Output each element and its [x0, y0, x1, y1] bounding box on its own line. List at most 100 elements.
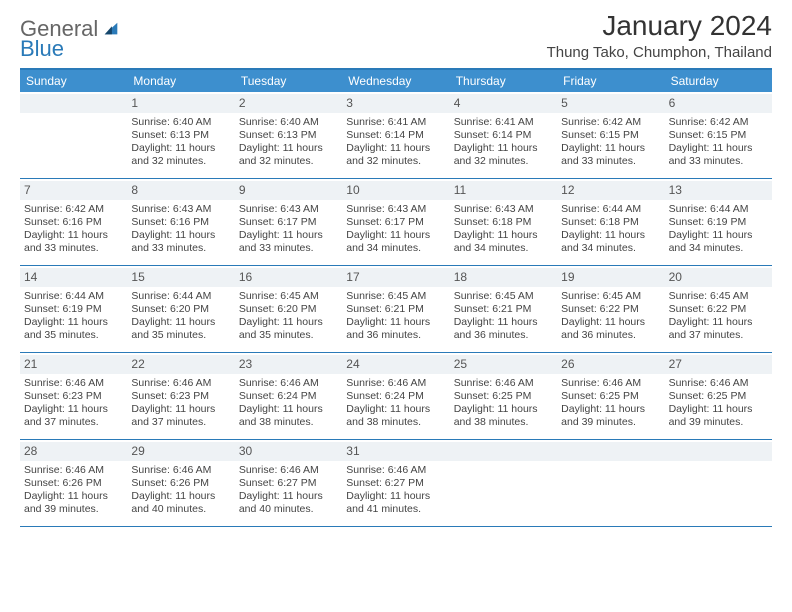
- sunrise-line: Sunrise: 6:44 AM: [131, 290, 230, 303]
- sunset-line: Sunset: 6:27 PM: [239, 477, 338, 490]
- day-number: 29: [127, 442, 234, 461]
- dow-wednesday: Wednesday: [342, 70, 449, 92]
- day-number: [20, 94, 127, 113]
- day-number: [557, 442, 664, 461]
- daylight-line: Daylight: 11 hours and 41 minutes.: [346, 490, 445, 516]
- day-number: 20: [665, 268, 772, 287]
- daylight-line: Daylight: 11 hours and 34 minutes.: [561, 229, 660, 255]
- sunrise-line: Sunrise: 6:44 AM: [561, 203, 660, 216]
- dow-sunday: Sunday: [20, 70, 127, 92]
- day-number: 23: [235, 355, 342, 374]
- sunrise-line: Sunrise: 6:46 AM: [131, 377, 230, 390]
- day-number: 7: [20, 181, 127, 200]
- day-cell: 27Sunrise: 6:46 AMSunset: 6:25 PMDayligh…: [665, 353, 772, 439]
- sunset-line: Sunset: 6:15 PM: [561, 129, 660, 142]
- sunset-line: Sunset: 6:16 PM: [131, 216, 230, 229]
- dow-monday: Monday: [127, 70, 234, 92]
- sunrise-line: Sunrise: 6:46 AM: [346, 377, 445, 390]
- sunrise-line: Sunrise: 6:43 AM: [131, 203, 230, 216]
- daylight-line: Daylight: 11 hours and 36 minutes.: [561, 316, 660, 342]
- daylight-line: Daylight: 11 hours and 32 minutes.: [131, 142, 230, 168]
- day-cell: 11Sunrise: 6:43 AMSunset: 6:18 PMDayligh…: [450, 179, 557, 265]
- day-number: [665, 442, 772, 461]
- day-cell: 18Sunrise: 6:45 AMSunset: 6:21 PMDayligh…: [450, 266, 557, 352]
- sunrise-line: Sunrise: 6:44 AM: [24, 290, 123, 303]
- dow-thursday: Thursday: [450, 70, 557, 92]
- day-number: 28: [20, 442, 127, 461]
- day-cell: 19Sunrise: 6:45 AMSunset: 6:22 PMDayligh…: [557, 266, 664, 352]
- day-number: 26: [557, 355, 664, 374]
- day-cell: 8Sunrise: 6:43 AMSunset: 6:16 PMDaylight…: [127, 179, 234, 265]
- day-cell: 10Sunrise: 6:43 AMSunset: 6:17 PMDayligh…: [342, 179, 449, 265]
- sunrise-line: Sunrise: 6:41 AM: [346, 116, 445, 129]
- sunrise-line: Sunrise: 6:43 AM: [454, 203, 553, 216]
- sunrise-line: Sunrise: 6:46 AM: [346, 464, 445, 477]
- sunset-line: Sunset: 6:25 PM: [561, 390, 660, 403]
- day-cell: 24Sunrise: 6:46 AMSunset: 6:24 PMDayligh…: [342, 353, 449, 439]
- sunset-line: Sunset: 6:19 PM: [24, 303, 123, 316]
- daylight-line: Daylight: 11 hours and 35 minutes.: [239, 316, 338, 342]
- sunset-line: Sunset: 6:26 PM: [24, 477, 123, 490]
- daylight-line: Daylight: 11 hours and 32 minutes.: [346, 142, 445, 168]
- day-cell: 3 Sunrise: 6:41 AMSunset: 6:14 PMDaylight…: [342, 92, 449, 178]
- sunset-line: Sunset: 6:24 PM: [239, 390, 338, 403]
- day-cell: 16Sunrise: 6:45 AMSunset: 6:20 PMDayligh…: [235, 266, 342, 352]
- sunset-line: Sunset: 6:27 PM: [346, 477, 445, 490]
- day-number: 3: [342, 94, 449, 113]
- day-cell: 4Sunrise: 6:41 AMSunset: 6:14 PMDaylight…: [450, 92, 557, 178]
- day-number: 8: [127, 181, 234, 200]
- sunset-line: Sunset: 6:20 PM: [131, 303, 230, 316]
- sunrise-line: Sunrise: 6:45 AM: [454, 290, 553, 303]
- daylight-line: Daylight: 11 hours and 38 minutes.: [346, 403, 445, 429]
- sunrise-line: Sunrise: 6:46 AM: [669, 377, 768, 390]
- day-cell: 20Sunrise: 6:45 AMSunset: 6:22 PMDayligh…: [665, 266, 772, 352]
- sunrise-line: Sunrise: 6:42 AM: [561, 116, 660, 129]
- day-number: 30: [235, 442, 342, 461]
- sunset-line: Sunset: 6:14 PM: [454, 129, 553, 142]
- sunrise-line: Sunrise: 6:43 AM: [239, 203, 338, 216]
- daylight-line: Daylight: 11 hours and 37 minutes.: [669, 316, 768, 342]
- sunrise-line: Sunrise: 6:41 AM: [454, 116, 553, 129]
- day-cell: 2Sunrise: 6:40 AMSunset: 6:13 PMDaylight…: [235, 92, 342, 178]
- sunrise-line: Sunrise: 6:46 AM: [239, 464, 338, 477]
- month-title: January 2024: [547, 10, 772, 42]
- daylight-line: Daylight: 11 hours and 35 minutes.: [131, 316, 230, 342]
- day-number: 6: [665, 94, 772, 113]
- sunset-line: Sunset: 6:25 PM: [454, 390, 553, 403]
- day-number: 2: [235, 94, 342, 113]
- dow-friday: Friday: [557, 70, 664, 92]
- sunset-line: Sunset: 6:20 PM: [239, 303, 338, 316]
- daylight-line: Daylight: 11 hours and 33 minutes.: [239, 229, 338, 255]
- day-cell: 5Sunrise: 6:42 AMSunset: 6:15 PMDaylight…: [557, 92, 664, 178]
- sunset-line: Sunset: 6:13 PM: [131, 129, 230, 142]
- day-number: 25: [450, 355, 557, 374]
- sunrise-line: Sunrise: 6:45 AM: [669, 290, 768, 303]
- day-cell: 15Sunrise: 6:44 AMSunset: 6:20 PMDayligh…: [127, 266, 234, 352]
- sunrise-line: Sunrise: 6:40 AM: [239, 116, 338, 129]
- sunrise-line: Sunrise: 6:45 AM: [239, 290, 338, 303]
- sunrise-line: Sunrise: 6:40 AM: [131, 116, 230, 129]
- day-number: 11: [450, 181, 557, 200]
- day-number: 24: [342, 355, 449, 374]
- weeks-container: 1Sunrise: 6:40 AMSunset: 6:13 PMDaylight…: [20, 92, 772, 527]
- daylight-line: Daylight: 11 hours and 34 minutes.: [454, 229, 553, 255]
- daylight-line: Daylight: 11 hours and 34 minutes.: [346, 229, 445, 255]
- daylight-line: Daylight: 11 hours and 39 minutes.: [669, 403, 768, 429]
- sunset-line: Sunset: 6:18 PM: [561, 216, 660, 229]
- sunrise-line: Sunrise: 6:46 AM: [239, 377, 338, 390]
- dow-saturday: Saturday: [665, 70, 772, 92]
- day-number: 10: [342, 181, 449, 200]
- daylight-line: Daylight: 11 hours and 34 minutes.: [669, 229, 768, 255]
- day-cell: [450, 440, 557, 526]
- sunrise-line: Sunrise: 6:46 AM: [454, 377, 553, 390]
- sunset-line: Sunset: 6:14 PM: [346, 129, 445, 142]
- dow-tuesday: Tuesday: [235, 70, 342, 92]
- day-number: 31: [342, 442, 449, 461]
- day-cell: 12Sunrise: 6:44 AMSunset: 6:18 PMDayligh…: [557, 179, 664, 265]
- day-cell: 21Sunrise: 6:46 AMSunset: 6:23 PMDayligh…: [20, 353, 127, 439]
- day-cell: 23Sunrise: 6:46 AMSunset: 6:24 PMDayligh…: [235, 353, 342, 439]
- daylight-line: Daylight: 11 hours and 32 minutes.: [239, 142, 338, 168]
- sunrise-line: Sunrise: 6:44 AM: [669, 203, 768, 216]
- sunset-line: Sunset: 6:19 PM: [669, 216, 768, 229]
- day-cell: 25Sunrise: 6:46 AMSunset: 6:25 PMDayligh…: [450, 353, 557, 439]
